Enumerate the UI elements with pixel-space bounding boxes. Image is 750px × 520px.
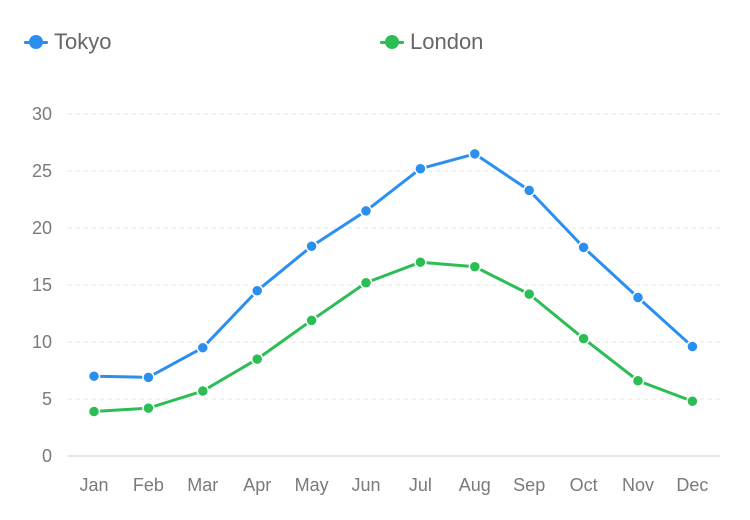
x-tick-label: Dec xyxy=(676,475,708,495)
x-tick-label: Mar xyxy=(187,475,218,495)
series-line-london xyxy=(92,260,694,414)
y-axis-tick-labels: 0 5 10 15 20 25 30 xyxy=(32,104,52,466)
x-tick-label: Sep xyxy=(513,475,545,495)
data-point-london xyxy=(250,352,264,366)
data-point-tokyo xyxy=(305,239,318,253)
y-tick-label: 15 xyxy=(32,275,52,295)
legend-item-tokyo[interactable]: Tokyo xyxy=(24,26,111,58)
data-point-tokyo xyxy=(359,204,373,218)
data-point-tokyo xyxy=(686,340,699,353)
data-point-tokyo xyxy=(196,341,210,354)
data-point-london xyxy=(686,395,699,408)
data-point-london xyxy=(468,260,482,274)
data-point-london xyxy=(196,384,210,398)
series-layer xyxy=(87,147,699,418)
data-point-london xyxy=(631,374,645,388)
x-tick-label: Nov xyxy=(622,475,654,495)
data-point-london xyxy=(414,255,427,269)
x-tick-label: Aug xyxy=(459,475,491,495)
x-axis-tick-labels: Jan Feb Mar Apr May Jun Jul Aug Sep Oct Nov Dec xyxy=(79,475,708,495)
x-tick-label: Jun xyxy=(351,475,380,495)
y-tick-label: 30 xyxy=(32,104,52,124)
x-tick-label: Apr xyxy=(243,475,271,495)
data-point-tokyo xyxy=(631,291,645,304)
data-point-tokyo xyxy=(142,371,155,384)
data-point-london xyxy=(359,276,373,289)
x-tick-label: Jul xyxy=(409,475,432,495)
x-tick-label: May xyxy=(295,475,329,495)
y-tick-label: 0 xyxy=(42,446,52,466)
x-tick-label: Oct xyxy=(570,475,598,495)
data-point-tokyo xyxy=(522,184,536,197)
legend-dot-london xyxy=(385,35,399,49)
chart-legend: Tokyo London xyxy=(0,26,750,58)
legend-item-london[interactable]: London xyxy=(380,26,483,58)
legend-label-london: London xyxy=(410,29,484,54)
data-point-tokyo xyxy=(468,147,482,161)
y-tick-label: 10 xyxy=(32,332,52,352)
y-tick-label: 20 xyxy=(32,218,52,238)
legend-marker-london xyxy=(380,35,404,49)
data-point-london xyxy=(87,405,101,418)
series-london xyxy=(87,255,699,418)
data-point-london xyxy=(142,401,155,415)
series-line-tokyo xyxy=(92,152,694,379)
grid-lines xyxy=(68,113,720,457)
y-tick-label: 5 xyxy=(42,389,52,409)
legend-label-tokyo: Tokyo xyxy=(54,29,112,54)
y-tick-label: 25 xyxy=(32,161,52,181)
data-point-london xyxy=(522,287,536,301)
data-point-tokyo xyxy=(250,284,264,297)
x-tick-label: Jan xyxy=(79,475,108,495)
data-point-london xyxy=(305,314,318,327)
data-point-london xyxy=(577,332,590,345)
series-tokyo xyxy=(87,147,699,384)
data-point-tokyo xyxy=(87,369,101,383)
x-tick-label: Feb xyxy=(133,475,164,495)
data-point-tokyo xyxy=(577,241,590,254)
legend-dot-tokyo xyxy=(29,35,43,49)
data-point-tokyo xyxy=(414,162,427,175)
legend-marker-tokyo xyxy=(24,35,48,49)
